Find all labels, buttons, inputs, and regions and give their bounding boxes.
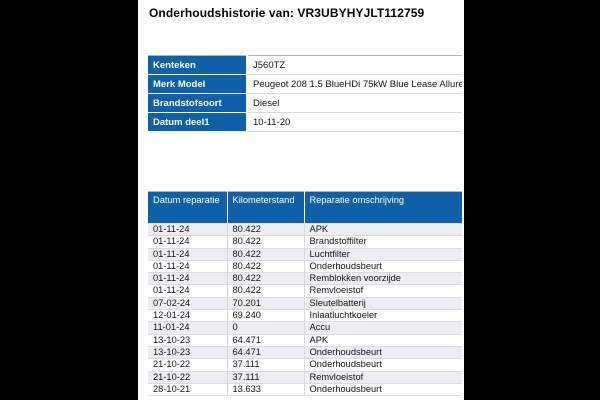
info-value: Peugeot 208 1.5 BlueHDi 75kW Blue Lease … <box>247 74 462 94</box>
cell-kilometerstand: 80.422 <box>227 260 305 274</box>
cell-datum-reparatie: 07-02-24 <box>148 297 228 311</box>
cell-reparatie-omschrijving: Sleutelbatterij <box>304 297 462 311</box>
history-row: 13-10-23 64.471 Onderhoudsbeurt <box>148 346 462 360</box>
history-row: 01-11-24 80.422 APK <box>148 223 462 237</box>
history-row: 07-02-24 70.201 Sleutelbatterij <box>148 297 462 311</box>
history-row: 13-10-23 64.471 APK <box>148 334 462 347</box>
cell-reparatie-omschrijving: Accu <box>304 321 462 335</box>
history-row: 21-10-22 37.111 Remvloeistof <box>148 371 462 384</box>
column-header-datum-reparatie: Datum reparatie <box>148 191 228 224</box>
cell-reparatie-omschrijving: Onderhoudsbeurt <box>304 260 462 274</box>
history-header-row: Datum reparatie Kilometerstand Reparatie o… <box>148 191 462 224</box>
history-row: 01-11-24 80.422 Remblokken voorzijde <box>148 272 462 286</box>
cell-reparatie-omschrijving: Onderhoudsbeurt <box>304 346 462 360</box>
cell-reparatie-omschrijving: Brandstoffilter <box>304 235 462 249</box>
cell-datum-reparatie: 01-11-24 <box>148 235 228 249</box>
cell-datum-reparatie: 01-11-24 <box>148 223 228 237</box>
cell-datum-reparatie: 13-10-23 <box>148 334 228 347</box>
info-label: Brandstofsoort <box>148 93 248 113</box>
cell-kilometerstand: 70.201 <box>227 297 305 311</box>
cell-kilometerstand: 80.422 <box>227 248 305 261</box>
cell-kilometerstand: 80.422 <box>227 223 305 237</box>
cell-reparatie-omschrijving: Remblokken voorzijde <box>304 272 462 286</box>
cell-kilometerstand: 64.471 <box>227 346 305 360</box>
cell-datum-reparatie: 01-11-24 <box>148 248 228 261</box>
cell-reparatie-omschrijving: Onderhoudsbeurt <box>304 383 462 397</box>
letterbox-right <box>464 0 600 400</box>
cell-datum-reparatie: 01-11-24 <box>148 272 228 286</box>
cell-reparatie-omschrijving: Remvloeistof <box>304 371 462 384</box>
history-row: 01-11-24 80.422 Brandstoffilter <box>148 235 462 249</box>
info-label: Kenteken <box>148 55 248 75</box>
info-label: Merk Model <box>148 74 248 94</box>
info-row-brandstofsoort: Brandstofsoort Diesel <box>148 93 462 113</box>
cell-kilometerstand: 37.111 <box>227 358 305 372</box>
cell-kilometerstand: 13.633 <box>227 383 305 397</box>
column-header-reparatie-omschrijving: Reparatie omschrijving <box>304 191 462 224</box>
cell-kilometerstand: 64.471 <box>227 334 305 347</box>
cell-datum-reparatie: 01-11-24 <box>148 284 228 298</box>
info-row-merk-model: Merk Model Peugeot 208 1.5 BlueHDi 75kW B… <box>148 74 462 94</box>
history-row: 11-01-24 0 Accu <box>148 321 462 335</box>
history-row: 01-11-24 80.422 Onderhoudsbeurt <box>148 260 462 274</box>
cell-datum-reparatie: 21-10-22 <box>148 371 228 384</box>
cell-datum-reparatie: 11-01-24 <box>148 321 228 335</box>
info-label: Datum deel1 <box>148 112 248 132</box>
cell-kilometerstand: 37.111 <box>227 371 305 384</box>
history-row: 21-10-22 37.111 Onderhoudsbeurt <box>148 358 462 372</box>
page-title: Onderhoudshistorie van: VR3UBYHYJLT11275… <box>149 6 425 20</box>
cell-reparatie-omschrijving: Remvloeistof <box>304 284 462 298</box>
info-value: 10-11-20 <box>247 112 462 132</box>
column-header-kilometerstand: Kilometerstand <box>227 191 305 224</box>
cell-kilometerstand: 80.422 <box>227 235 305 249</box>
cell-reparatie-omschrijving: APK <box>304 334 462 347</box>
cell-kilometerstand: 0 <box>227 321 305 335</box>
history-row: 01-11-24 80.422 Remvloeistof <box>148 284 462 298</box>
info-row-datum-deel1: Datum deel1 10-11-20 <box>148 112 462 132</box>
cell-reparatie-omschrijving: Onderhoudsbeurt <box>304 358 462 372</box>
info-value: Diesel <box>247 93 462 113</box>
letterbox-left <box>0 0 138 400</box>
cell-datum-reparatie: 12-01-24 <box>148 309 228 323</box>
repair-history-table: Datum reparatie Kilometerstand Reparatie o… <box>148 191 462 397</box>
history-row: 28-10-21 13.633 Onderhoudsbeurt <box>148 383 462 397</box>
cell-datum-reparatie: 21-10-22 <box>148 358 228 372</box>
cell-reparatie-omschrijving: Luchtfilter <box>304 248 462 261</box>
cell-datum-reparatie: 01-11-24 <box>148 260 228 274</box>
vehicle-info-table: Kenteken J560TZ Merk Model Peugeot 208 1.5 … <box>148 55 462 132</box>
cell-kilometerstand: 69.240 <box>227 309 305 323</box>
maintenance-report-page: Onderhoudshistorie van: VR3UBYHYJLT11275… <box>138 0 464 400</box>
history-row: 01-11-24 80.422 Luchtfilter <box>148 248 462 261</box>
cell-kilometerstand: 80.422 <box>227 284 305 298</box>
info-value: J560TZ <box>247 55 462 75</box>
info-row-kenteken: Kenteken J560TZ <box>148 55 462 75</box>
cell-datum-reparatie: 28-10-21 <box>148 383 228 397</box>
cell-reparatie-omschrijving: Inlaatluchtkoeler <box>304 309 462 323</box>
cell-reparatie-omschrijving: APK <box>304 223 462 237</box>
history-row: 12-01-24 69.240 Inlaatluchtkoeler <box>148 309 462 323</box>
cell-datum-reparatie: 13-10-23 <box>148 346 228 360</box>
cell-kilometerstand: 80.422 <box>227 272 305 286</box>
